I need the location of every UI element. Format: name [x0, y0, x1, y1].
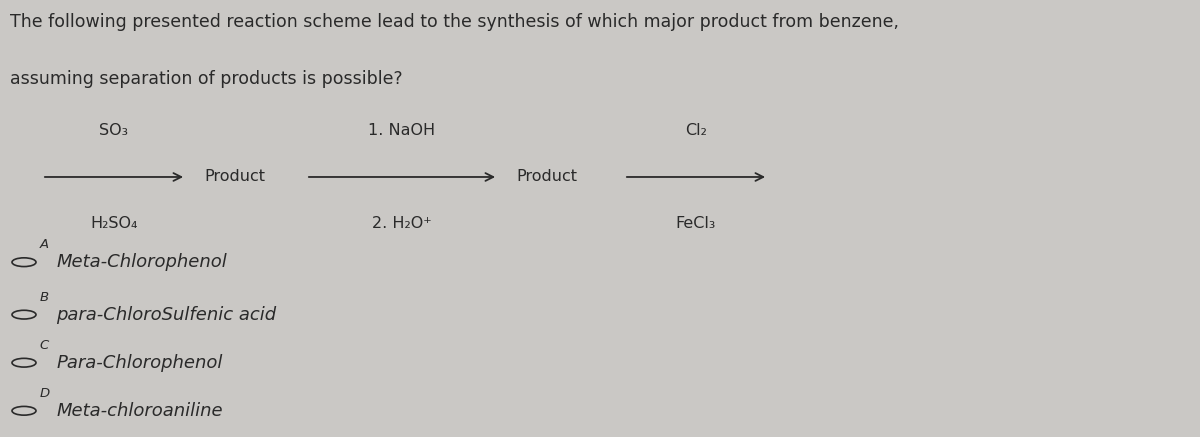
Text: Meta-chloroaniline: Meta-chloroaniline — [56, 402, 223, 420]
Text: The following presented reaction scheme lead to the synthesis of which major pro: The following presented reaction scheme … — [10, 13, 899, 31]
Text: Product: Product — [516, 170, 577, 184]
Text: Meta-Chlorophenol: Meta-Chlorophenol — [56, 253, 227, 271]
Text: D: D — [40, 387, 50, 400]
Text: assuming separation of products is possible?: assuming separation of products is possi… — [10, 70, 402, 88]
Text: C: C — [40, 339, 49, 352]
Text: SO₃: SO₃ — [100, 123, 128, 138]
Text: B: B — [40, 291, 49, 304]
Text: Product: Product — [204, 170, 265, 184]
Text: Para-Chlorophenol: Para-Chlorophenol — [56, 354, 223, 372]
Text: 2. H₂O⁺: 2. H₂O⁺ — [372, 216, 432, 231]
Text: FeCl₃: FeCl₃ — [676, 216, 716, 231]
Text: Cl₂: Cl₂ — [685, 123, 707, 138]
Text: H₂SO₄: H₂SO₄ — [90, 216, 138, 231]
Text: A: A — [40, 238, 49, 251]
Text: para-ChloroSulfenic acid: para-ChloroSulfenic acid — [56, 305, 276, 324]
Text: 1. NaOH: 1. NaOH — [368, 123, 436, 138]
